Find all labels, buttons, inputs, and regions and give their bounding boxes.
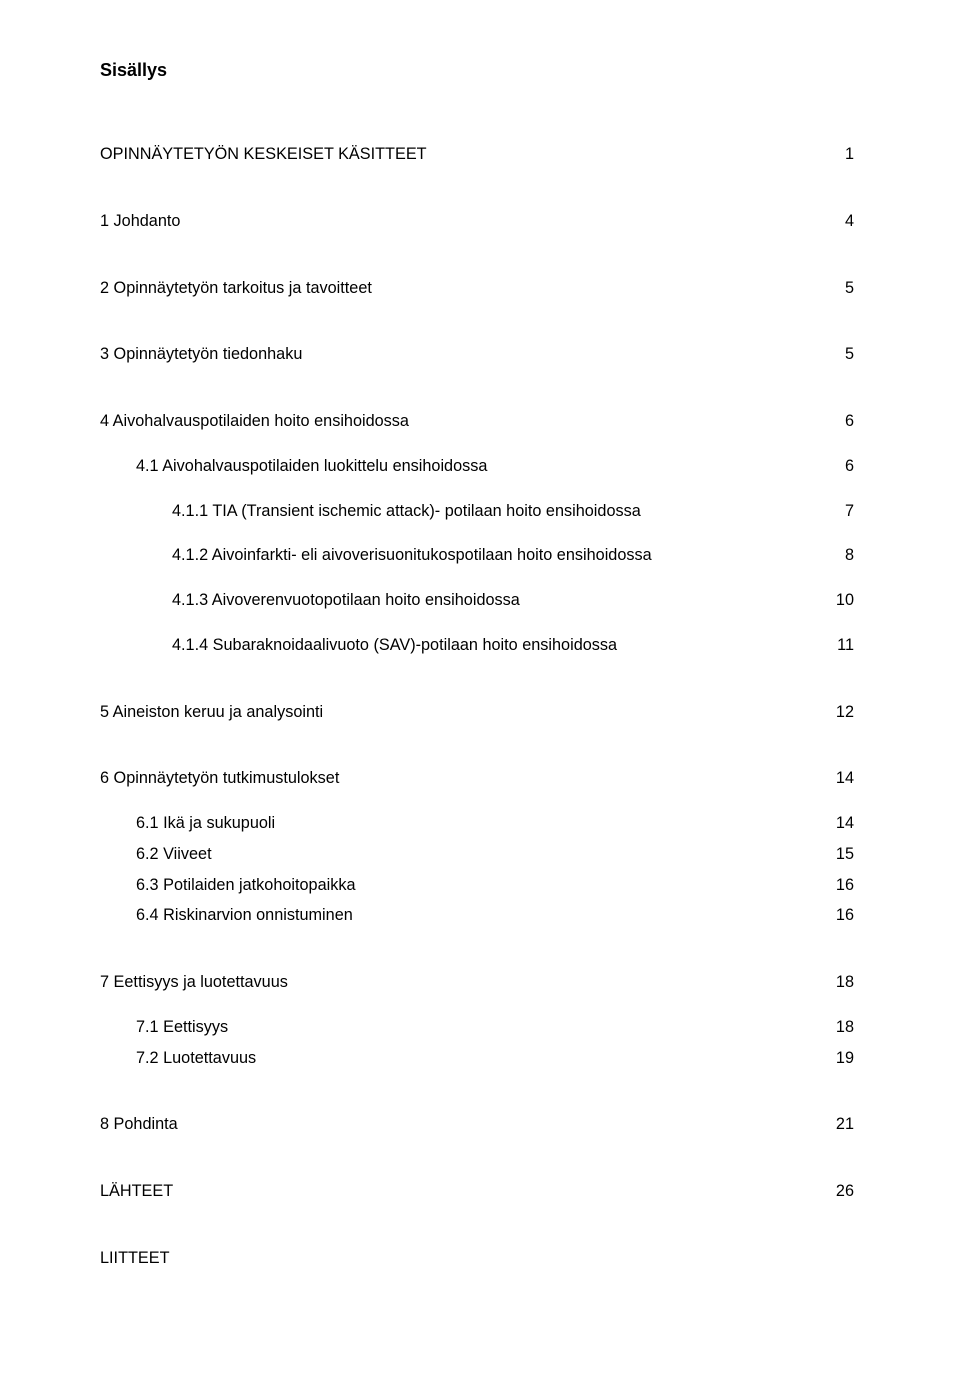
toc-label: 6.2 Viiveet	[136, 843, 814, 866]
toc-row: 4.1.3 Aivoverenvuotopotilaan hoito ensih…	[172, 589, 854, 612]
toc-spacer	[100, 612, 854, 634]
toc-label: 6 Opinnäytetyön tutkimustulokset	[100, 767, 814, 790]
toc-label: 6.3 Potilaiden jatkohoitopaikka	[136, 874, 814, 897]
toc-label: LÄHTEET	[100, 1180, 814, 1203]
toc-spacer	[100, 896, 854, 904]
toc-spacer	[100, 233, 854, 277]
toc-row: 4.1 Aivohalvauspotilaiden luokittelu ens…	[136, 455, 854, 478]
toc-page-number: 26	[814, 1180, 854, 1203]
toc-row: LIITTEET	[100, 1247, 854, 1270]
toc-label: 6.1 Ikä ja sukupuoli	[136, 812, 814, 835]
toc-label: 4.1.2 Aivoinfarkti- eli aivoverisuonituk…	[172, 544, 814, 567]
toc-row: LÄHTEET26	[100, 1180, 854, 1203]
toc-page-number: 19	[814, 1047, 854, 1070]
toc-spacer	[100, 1069, 854, 1113]
toc-page-number: 10	[814, 589, 854, 612]
toc-label: 6.4 Riskinarvion onnistuminen	[136, 904, 814, 927]
toc-row: 2 Opinnäytetyön tarkoitus ja tavoitteet5	[100, 277, 854, 300]
toc-page-number: 18	[814, 1016, 854, 1039]
toc-page-number: 18	[814, 971, 854, 994]
toc-label: 7.2 Luotettavuus	[136, 1047, 814, 1070]
toc-page-number: 14	[814, 812, 854, 835]
toc-spacer	[100, 994, 854, 1016]
toc-page-number: 6	[814, 455, 854, 478]
toc-page-number: 6	[814, 410, 854, 433]
toc-row: 6.3 Potilaiden jatkohoitopaikka16	[136, 874, 854, 897]
toc-page-number: 8	[814, 544, 854, 567]
toc-label: 4.1.4 Subaraknoidaalivuoto (SAV)-potilaa…	[172, 634, 814, 657]
toc-spacer	[100, 866, 854, 874]
toc-label: 7.1 Eettisyys	[136, 1016, 814, 1039]
toc-spacer	[100, 478, 854, 500]
toc-row: 6.1 Ikä ja sukupuoli14	[136, 812, 854, 835]
toc-label: 1 Johdanto	[100, 210, 814, 233]
toc-spacer	[100, 790, 854, 812]
toc-label: 7 Eettisyys ja luotettavuus	[100, 971, 814, 994]
toc-row: OPINNÄYTETYÖN KESKEISET KÄSITTEET1	[100, 143, 854, 166]
toc-label: 5 Aineiston keruu ja analysointi	[100, 701, 814, 724]
toc-spacer	[100, 1039, 854, 1047]
toc-row: 4.1.2 Aivoinfarkti- eli aivoverisuonituk…	[172, 544, 854, 567]
toc-row: 4 Aivohalvauspotilaiden hoito ensihoidos…	[100, 410, 854, 433]
toc-page-number: 5	[814, 343, 854, 366]
toc-row: 5 Aineiston keruu ja analysointi12	[100, 701, 854, 724]
toc-label: 4 Aivohalvauspotilaiden hoito ensihoidos…	[100, 410, 814, 433]
toc-page-number: 16	[814, 904, 854, 927]
toc-spacer	[100, 723, 854, 767]
page-title: Sisällys	[100, 60, 860, 81]
toc-row: 1 Johdanto4	[100, 210, 854, 233]
toc-label: 4.1.1 TIA (Transient ischemic attack)- p…	[172, 500, 814, 523]
toc-row: 3 Opinnäytetyön tiedonhaku5	[100, 343, 854, 366]
toc-label: 3 Opinnäytetyön tiedonhaku	[100, 343, 814, 366]
toc-row: 7.1 Eettisyys18	[136, 1016, 854, 1039]
toc-page-number: 14	[814, 767, 854, 790]
toc-page-number: 21	[814, 1113, 854, 1136]
toc-page-number: 4	[814, 210, 854, 233]
toc-row: 6.2 Viiveet15	[136, 843, 854, 866]
toc-row: 7 Eettisyys ja luotettavuus18	[100, 971, 854, 994]
toc-row: 4.1.4 Subaraknoidaalivuoto (SAV)-potilaa…	[172, 634, 854, 657]
table-of-contents: OPINNÄYTETYÖN KESKEISET KÄSITTEET1 1 Johd…	[100, 143, 860, 1270]
toc-row: 6 Opinnäytetyön tutkimustulokset14	[100, 767, 854, 790]
toc-spacer	[100, 927, 854, 971]
toc-spacer	[100, 1203, 854, 1247]
toc-spacer	[100, 299, 854, 343]
toc-label: OPINNÄYTETYÖN KESKEISET KÄSITTEET	[100, 143, 814, 166]
toc-spacer	[100, 1136, 854, 1180]
toc-label: 8 Pohdinta	[100, 1113, 814, 1136]
toc-spacer	[100, 366, 854, 410]
toc-page-number	[814, 1247, 854, 1270]
toc-page-number: 1	[814, 143, 854, 166]
toc-spacer	[100, 567, 854, 589]
toc-spacer	[100, 166, 854, 210]
toc-page-number: 15	[814, 843, 854, 866]
toc-page-number: 16	[814, 874, 854, 897]
toc-page-number: 11	[814, 634, 854, 657]
toc-page-number: 12	[814, 701, 854, 724]
toc-row: 7.2 Luotettavuus19	[136, 1047, 854, 1070]
toc-label: 4.1.3 Aivoverenvuotopotilaan hoito ensih…	[172, 589, 814, 612]
toc-spacer	[100, 522, 854, 544]
toc-row: 8 Pohdinta21	[100, 1113, 854, 1136]
toc-label: 4.1 Aivohalvauspotilaiden luokittelu ens…	[136, 455, 814, 478]
toc-row: 4.1.1 TIA (Transient ischemic attack)- p…	[172, 500, 854, 523]
toc-page-number: 7	[814, 500, 854, 523]
toc-page-number: 5	[814, 277, 854, 300]
toc-spacer	[100, 433, 854, 455]
toc-spacer	[100, 657, 854, 701]
toc-label: 2 Opinnäytetyön tarkoitus ja tavoitteet	[100, 277, 814, 300]
toc-label: LIITTEET	[100, 1247, 814, 1270]
document-page: Sisällys OPINNÄYTETYÖN KESKEISET KÄSITTE…	[0, 0, 960, 1386]
toc-row: 6.4 Riskinarvion onnistuminen16	[136, 904, 854, 927]
toc-spacer	[100, 835, 854, 843]
